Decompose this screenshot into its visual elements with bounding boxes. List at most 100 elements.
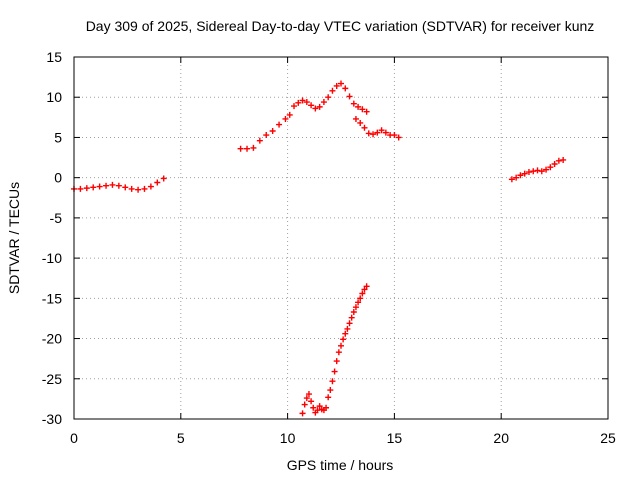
data-point xyxy=(346,320,353,327)
data-point xyxy=(308,102,315,109)
data-point xyxy=(327,387,334,394)
data-point xyxy=(250,144,257,151)
data-point xyxy=(320,99,327,106)
data-point xyxy=(256,137,263,144)
data-point xyxy=(135,186,142,193)
x-tick-label: 15 xyxy=(387,430,403,446)
data-point xyxy=(348,314,355,321)
y-tick-label: 5 xyxy=(54,129,62,145)
data-point xyxy=(333,358,340,365)
data-point xyxy=(263,132,270,139)
data-point xyxy=(551,160,558,167)
data-point xyxy=(299,97,306,104)
data-point xyxy=(374,129,381,136)
data-point xyxy=(517,172,524,179)
data-point xyxy=(115,182,122,189)
series-arc-1 xyxy=(71,175,167,193)
data-point xyxy=(350,309,357,316)
data-point xyxy=(378,127,385,134)
y-tick-label: 0 xyxy=(54,170,62,186)
data-point xyxy=(342,330,349,337)
data-point xyxy=(295,99,302,106)
y-axis-label: SDTVAR / TECUs xyxy=(6,182,22,294)
data-point xyxy=(310,404,317,411)
data-point xyxy=(286,111,293,118)
data-point xyxy=(96,183,103,190)
data-point xyxy=(355,103,362,110)
data-point xyxy=(370,131,377,138)
data-point xyxy=(323,404,330,411)
data-point xyxy=(331,368,338,375)
data-point xyxy=(361,124,368,131)
data-point xyxy=(77,185,84,192)
data-point xyxy=(316,403,323,410)
data-point xyxy=(352,304,359,311)
data-point xyxy=(344,325,351,332)
data-point xyxy=(325,394,332,401)
y-tick-label: -25 xyxy=(42,371,62,387)
x-tick-label: 20 xyxy=(493,430,509,446)
data-point xyxy=(391,132,398,139)
data-point xyxy=(547,164,554,171)
data-point xyxy=(350,100,357,107)
data-point xyxy=(525,169,532,176)
data-point xyxy=(160,175,167,182)
data-point xyxy=(395,134,402,141)
data-point xyxy=(555,157,562,164)
y-tick-label: -5 xyxy=(50,210,63,226)
data-point xyxy=(83,185,90,192)
series-arc-2 xyxy=(237,80,370,152)
series-arc-5 xyxy=(508,156,567,183)
data-point xyxy=(299,410,306,417)
data-point xyxy=(357,119,364,126)
data-point xyxy=(122,184,129,191)
data-point xyxy=(355,299,362,306)
data-point xyxy=(329,87,336,94)
data-point xyxy=(352,115,359,122)
x-tick-label: 0 xyxy=(70,430,78,446)
data-point xyxy=(237,145,244,152)
data-point xyxy=(154,179,161,186)
x-tick-labels: 0 5 10 15 20 25 xyxy=(70,430,616,446)
y-tick-label: 10 xyxy=(46,89,62,105)
data-point xyxy=(342,85,349,92)
data-point xyxy=(530,168,537,175)
data-point xyxy=(282,115,289,122)
data-point xyxy=(338,342,344,349)
data-point xyxy=(269,128,276,135)
plot-frame xyxy=(73,56,609,420)
data-point xyxy=(521,170,528,177)
data-points xyxy=(71,80,567,417)
data-point xyxy=(276,121,283,128)
grid xyxy=(74,57,608,419)
x-axis-label: GPS time / hours xyxy=(287,457,394,473)
data-point xyxy=(338,80,344,87)
y-tick-labels: 15 10 5 0 -5 -10 -15 -20 -25 -30 xyxy=(42,49,62,427)
data-point xyxy=(303,99,310,106)
y-tick-label: -10 xyxy=(42,250,62,266)
data-point xyxy=(513,174,520,181)
data-point xyxy=(314,407,321,414)
data-point xyxy=(543,166,550,173)
data-point xyxy=(335,349,342,356)
series-arc-3 xyxy=(352,115,402,141)
data-point xyxy=(291,103,298,110)
y-tick-label: -15 xyxy=(42,290,62,306)
data-point xyxy=(382,129,389,136)
data-point xyxy=(333,82,340,89)
data-point xyxy=(534,167,541,174)
data-point xyxy=(305,391,312,398)
x-tick-label: 25 xyxy=(600,430,616,446)
data-point xyxy=(316,103,323,110)
data-point xyxy=(308,398,315,405)
data-point xyxy=(361,286,368,293)
data-point xyxy=(346,93,353,100)
chart-title: Day 309 of 2025, Sidereal Day-to-day VTE… xyxy=(86,18,595,34)
data-point xyxy=(340,336,347,343)
data-point xyxy=(303,395,310,402)
data-point xyxy=(508,176,515,183)
x-tick-label: 5 xyxy=(177,430,185,446)
data-point xyxy=(560,156,567,163)
data-point xyxy=(365,130,372,137)
